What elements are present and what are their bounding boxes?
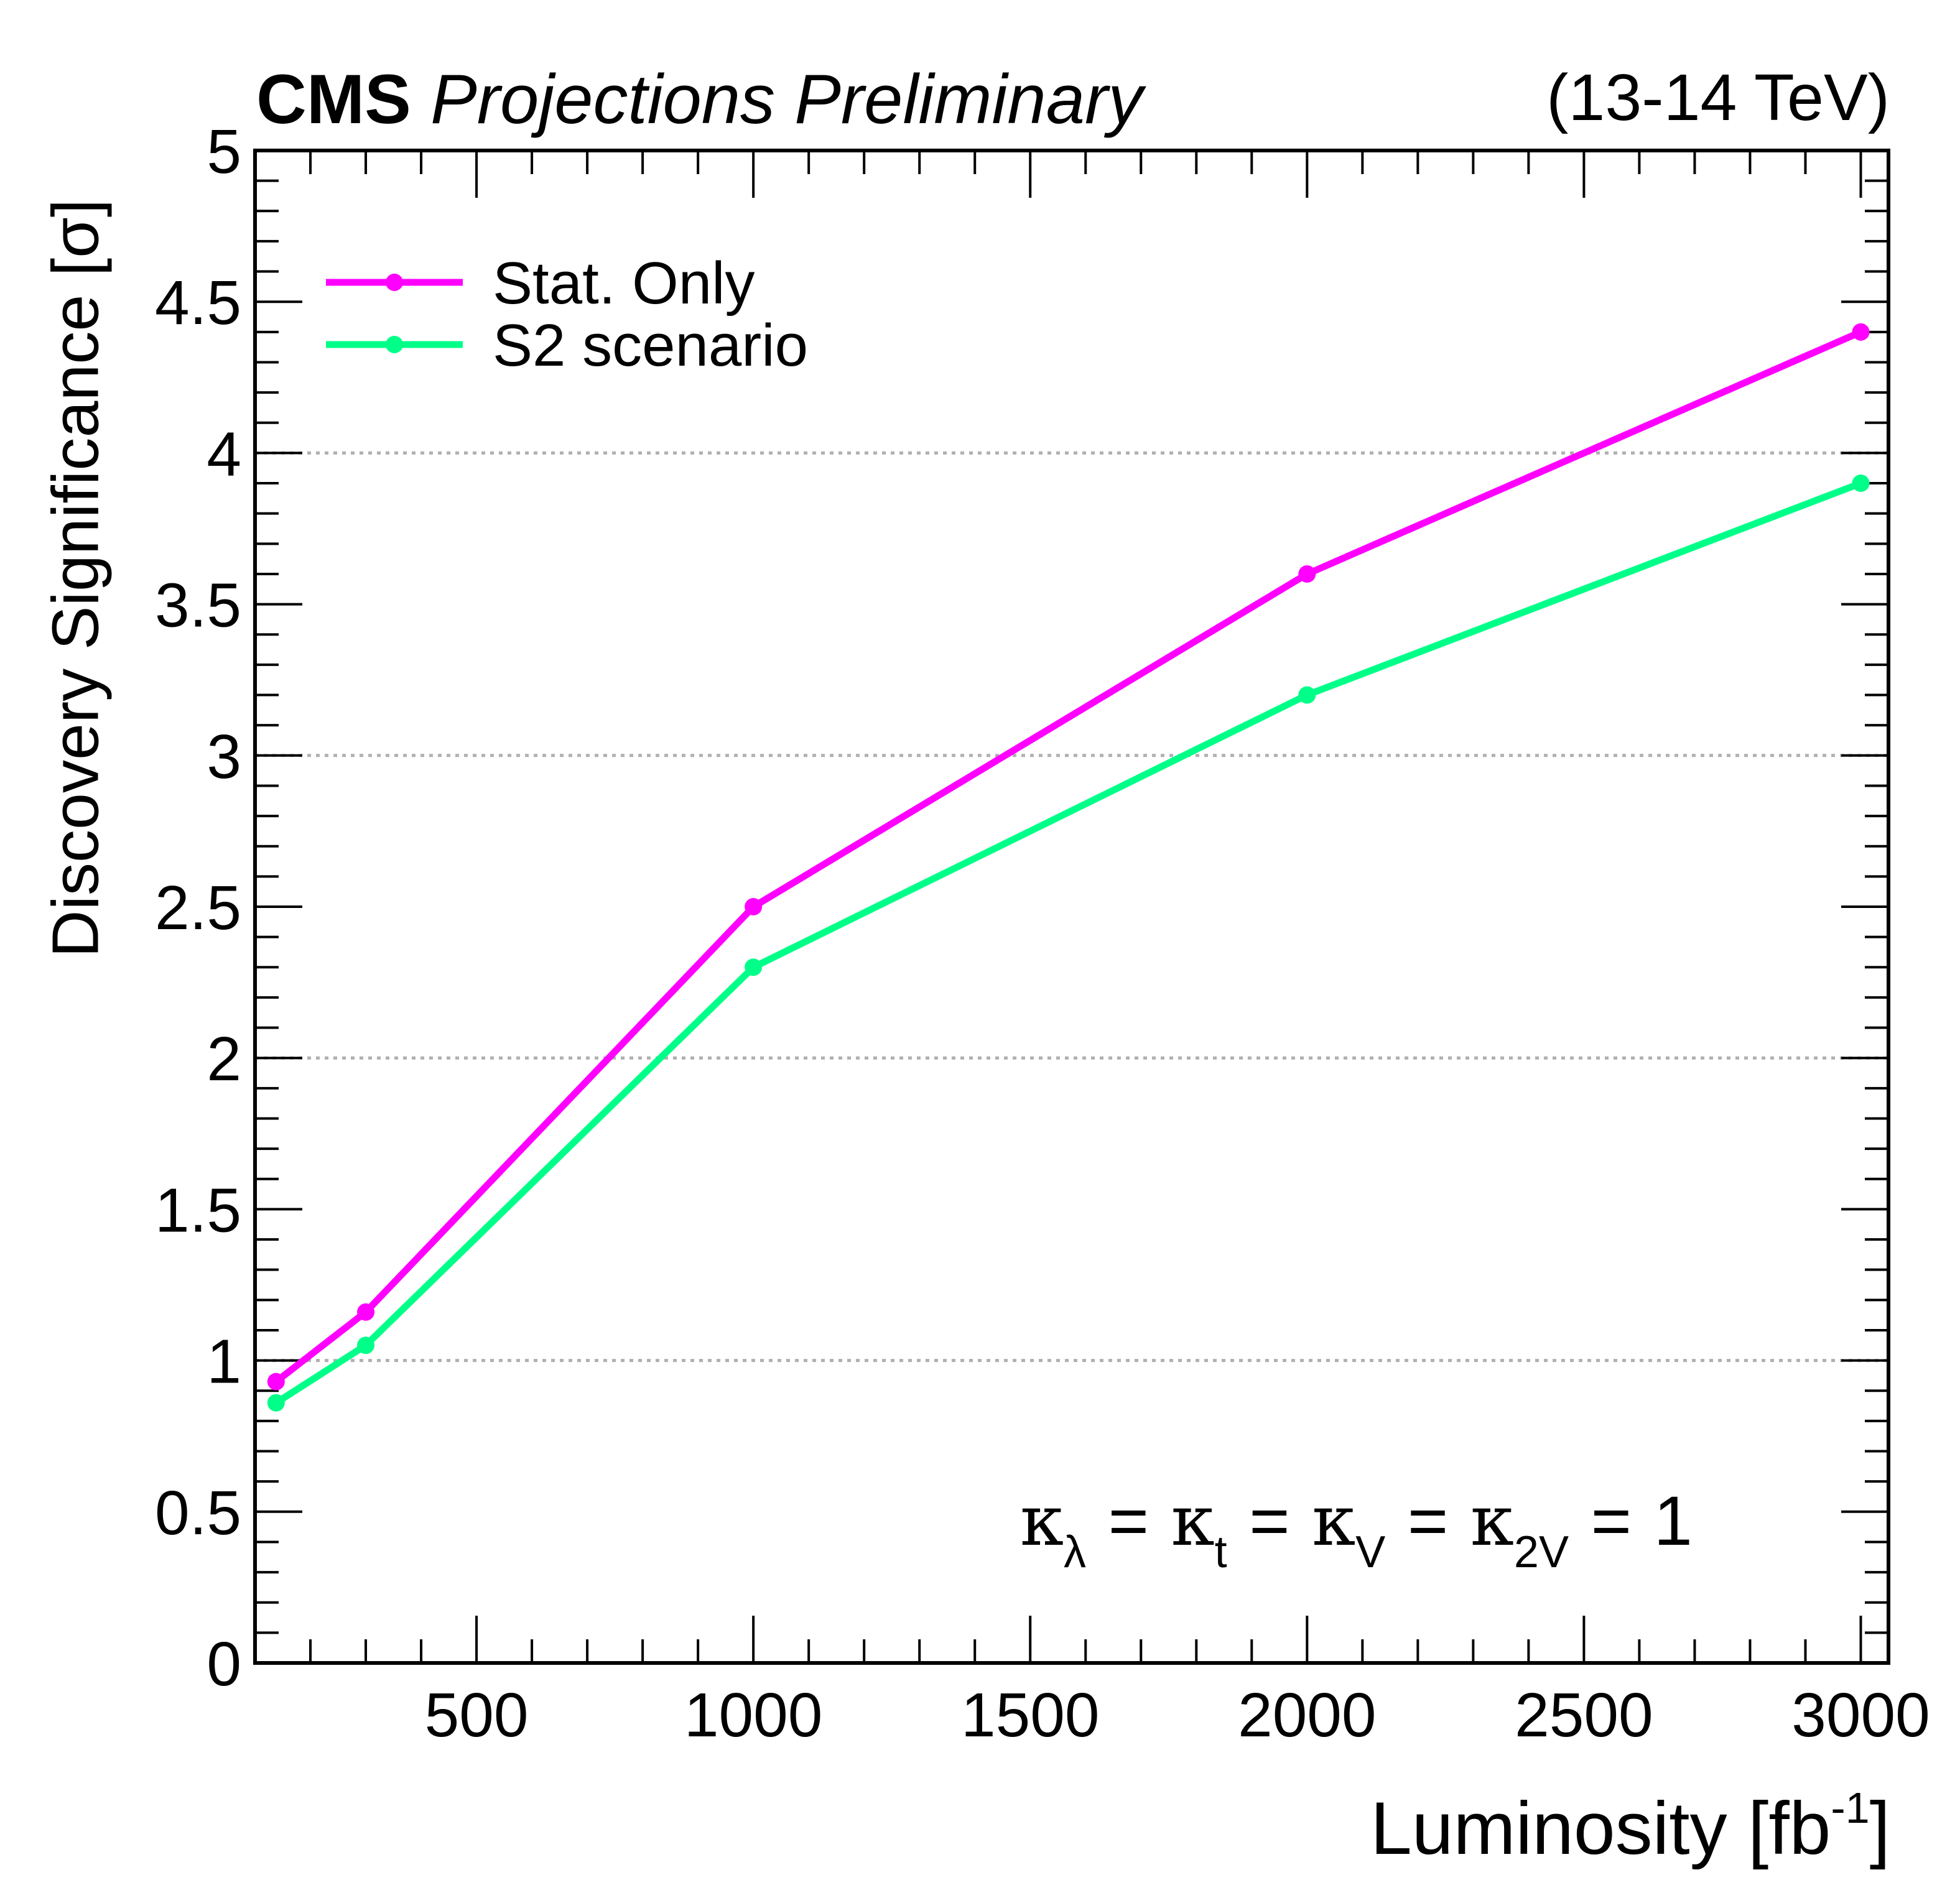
y-tick-label: 0 [207,1629,241,1699]
minor-ticks [255,150,1888,1663]
data-point-s2-scenario [1298,686,1316,704]
equals-sign: = [1108,1482,1150,1560]
series-line-stat-only [274,328,1862,1384]
legend-marker-stat-only [386,274,403,291]
cms-label: CMS [256,60,411,138]
x-tick-label: 2000 [1238,1680,1376,1750]
plot-frame [253,149,1890,1665]
y-tick-label: 4.5 [155,268,241,338]
tick-labels: 0 0.5 1 1.5 2 2.5 3 3.5 4 4.5 5 500 1000 1500 2000 2500… [155,117,1930,1750]
data-point-stat-only [357,1303,375,1321]
legend-marker-s2-scenario [386,336,403,353]
y-tick-label: 0.5 [155,1478,241,1548]
y-tick-label: 1 [207,1327,241,1397]
series-layer [267,323,1870,1412]
x-axis-label-sup: -1 [1831,1784,1870,1832]
x-axis-label: Luminosity [fb-1] [1370,1786,1890,1866]
x-tick-label: 500 [425,1680,529,1750]
y-tick-label: 3.5 [155,571,241,641]
data-point-stat-only [1298,565,1316,583]
data-point-stat-only [267,1373,285,1391]
kappa-sub-t: t [1214,1527,1227,1577]
kappa-symbol: κ [1020,1481,1064,1562]
data-point-s2-scenario [1852,475,1870,493]
data-point-stat-only [1852,323,1870,341]
major-ticks [255,149,1888,1664]
kappa-sub-lambda: λ [1064,1527,1086,1577]
x-tick-label: 2500 [1515,1680,1653,1750]
series-line-s2-scenario [274,479,1862,1406]
legend-label-s2-scenario: S2 scenario [493,312,808,379]
equals-sign: = [1407,1482,1449,1560]
kappa-symbol: κ [1171,1481,1215,1562]
experiment-header: CMS Projections Preliminary [256,65,1143,134]
kappa-sub-2v: 2V [1513,1527,1569,1577]
data-point-s2-scenario [357,1336,375,1354]
projections-label: Projections Preliminary [430,60,1143,138]
y-tick-label: 2 [207,1024,241,1094]
energy-label: (13-14 TeV) [1546,61,1890,134]
kappa-symbol: κ [1312,1481,1356,1562]
x-tick-label: 3000 [1791,1680,1930,1750]
y-tick-label: 1.5 [155,1175,241,1245]
x-axis-label-main: Luminosity [fb [1370,1787,1831,1870]
y-tick-label: 5 [207,117,241,187]
coupling-annotation: κλ = κt = κV = κ2V = 1 [1020,1486,1693,1575]
y-tick-label: 3 [207,722,241,792]
data-point-s2-scenario [745,958,763,976]
kappa-symbol: κ [1470,1481,1514,1562]
legend-label-stat-only: Stat. Only [493,250,755,317]
y-tick-label: 4 [207,419,241,489]
y-axis-label: Discovery Significance [σ] [39,198,113,958]
data-point-s2-scenario [267,1394,285,1412]
equals-sign: = [1249,1482,1290,1560]
x-tick-label: 1000 [684,1680,822,1750]
data-point-stat-only [745,898,763,915]
equals-sign: = [1591,1482,1632,1560]
coupling-value: 1 [1653,1482,1693,1560]
kappa-sub-v: V [1355,1527,1386,1577]
x-axis-label-end: ] [1869,1787,1890,1870]
y-tick-label: 2.5 [155,873,241,943]
x-tick-label: 1500 [961,1680,1099,1750]
